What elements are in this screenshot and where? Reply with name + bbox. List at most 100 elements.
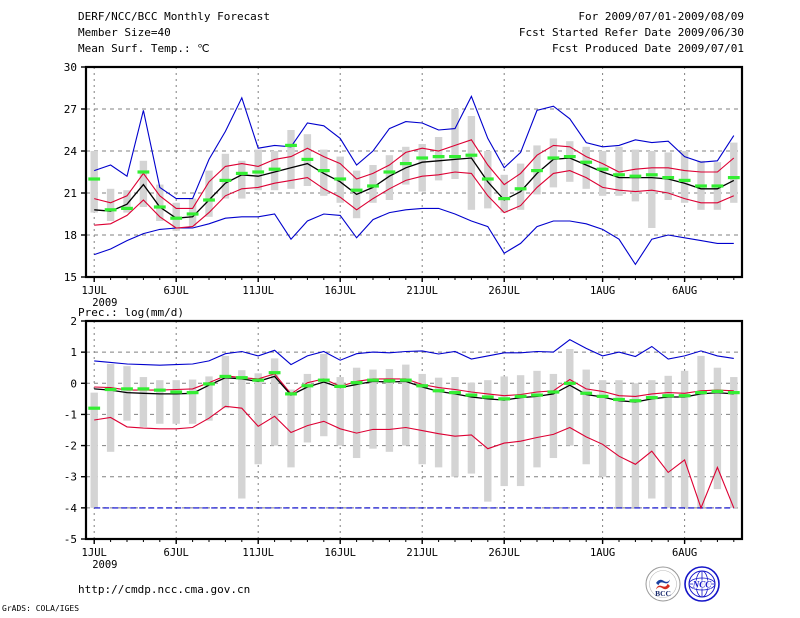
median-marker xyxy=(285,143,297,147)
median-marker xyxy=(137,170,150,174)
fcst-started-label: Fcst Started Refer Date 2009/06/30 xyxy=(518,26,744,39)
median-marker xyxy=(531,393,543,397)
spread-bar xyxy=(385,155,394,200)
median-marker xyxy=(465,153,478,157)
x-tick-label: 11JUL xyxy=(242,285,274,297)
spread-bar xyxy=(549,138,558,188)
y-tick-label: 24 xyxy=(64,145,78,158)
spread-bar xyxy=(680,370,689,508)
median-marker-group xyxy=(88,143,740,220)
median-marker xyxy=(219,374,232,379)
forecast-range-label: For 2009/07/01-2009/08/09 xyxy=(578,10,744,23)
spread-bar xyxy=(500,174,508,213)
x-tick-label: 16JUL xyxy=(324,285,356,297)
median-marker xyxy=(268,371,281,375)
series-line-mean xyxy=(94,157,735,219)
median-marker xyxy=(481,177,494,181)
spread-bar xyxy=(484,380,492,502)
series-line-mean xyxy=(94,375,734,403)
median-marker xyxy=(596,394,609,398)
spread-bar xyxy=(402,146,410,185)
spread-bar xyxy=(402,364,410,446)
median-marker xyxy=(416,156,429,160)
plot-background xyxy=(86,321,742,539)
spread-bar xyxy=(615,380,623,508)
median-marker xyxy=(334,384,347,388)
series-line-max xyxy=(94,95,735,200)
y-tick-label: 30 xyxy=(64,61,77,74)
median-marker xyxy=(153,205,166,209)
spread-bar xyxy=(467,382,476,474)
spread-bar xyxy=(566,349,574,446)
y-tick-label: -4 xyxy=(64,502,78,515)
median-marker xyxy=(514,187,527,191)
spread-bar xyxy=(221,355,230,409)
spread-bar xyxy=(287,130,295,189)
spread-bar xyxy=(188,379,197,424)
website-url[interactable]: http://cmdp.ncc.cma.gov.cn xyxy=(78,583,251,596)
median-marker xyxy=(662,394,675,398)
x-tick-label: 1JUL xyxy=(82,547,107,559)
median-marker xyxy=(629,399,642,403)
member-size-label: Member Size=40 xyxy=(78,26,171,39)
median-marker xyxy=(367,378,379,382)
spread-bar xyxy=(648,380,656,499)
median-marker xyxy=(695,184,707,188)
spread-bar xyxy=(254,149,262,191)
spread-bar xyxy=(123,190,131,213)
spread-bar xyxy=(730,142,738,203)
spread-bar xyxy=(500,376,508,487)
median-marker xyxy=(465,393,478,397)
series-line-max xyxy=(94,339,734,366)
x-tick-label: 1AUG xyxy=(590,547,615,559)
spread-bar xyxy=(156,380,164,424)
median-marker xyxy=(88,177,101,181)
x-tick-label: 6AUG xyxy=(672,285,697,297)
median-marker xyxy=(104,208,117,212)
median-marker xyxy=(613,397,625,402)
median-marker xyxy=(137,387,150,391)
y-tick-label: -5 xyxy=(64,533,77,546)
median-marker xyxy=(235,376,248,380)
median-marker xyxy=(350,188,363,192)
spread-bar xyxy=(270,358,279,446)
median-marker xyxy=(695,391,707,395)
median-marker xyxy=(727,391,740,395)
spread-bar xyxy=(172,380,180,424)
median-marker xyxy=(531,169,543,173)
spread-bar xyxy=(680,151,689,203)
spread-bar xyxy=(664,375,672,508)
median-marker xyxy=(449,391,461,395)
x-tick-label: 26JUL xyxy=(488,285,520,297)
x-tick-label: 21JUL xyxy=(406,285,438,297)
spread-bar xyxy=(582,369,590,465)
x-tick-label: 16JUL xyxy=(324,547,356,559)
median-marker xyxy=(711,389,724,393)
x-tick-label: 6AUG xyxy=(672,547,697,559)
median-marker xyxy=(301,157,314,161)
spread-bar xyxy=(434,137,443,181)
median-marker xyxy=(153,388,166,392)
spread-bar xyxy=(418,373,426,465)
median-marker xyxy=(416,384,429,388)
median-marker xyxy=(301,384,314,388)
y-tick-label: -2 xyxy=(64,440,77,453)
median-marker xyxy=(580,391,593,395)
median-marker xyxy=(645,173,658,177)
median-marker xyxy=(317,169,330,173)
plot-background xyxy=(86,67,742,277)
spread-bar xyxy=(336,377,344,446)
spread-bar xyxy=(418,144,426,192)
median-marker xyxy=(350,381,363,385)
median-marker xyxy=(645,396,658,400)
spread-bar xyxy=(451,377,459,477)
spread-bar xyxy=(697,355,705,508)
spread-bar xyxy=(352,367,361,459)
median-marker xyxy=(498,397,511,401)
median-marker xyxy=(563,381,576,385)
median-marker xyxy=(662,176,675,180)
median-marker xyxy=(170,390,183,394)
median-marker xyxy=(678,178,691,182)
x-tick-label: 11JUL xyxy=(242,547,274,559)
